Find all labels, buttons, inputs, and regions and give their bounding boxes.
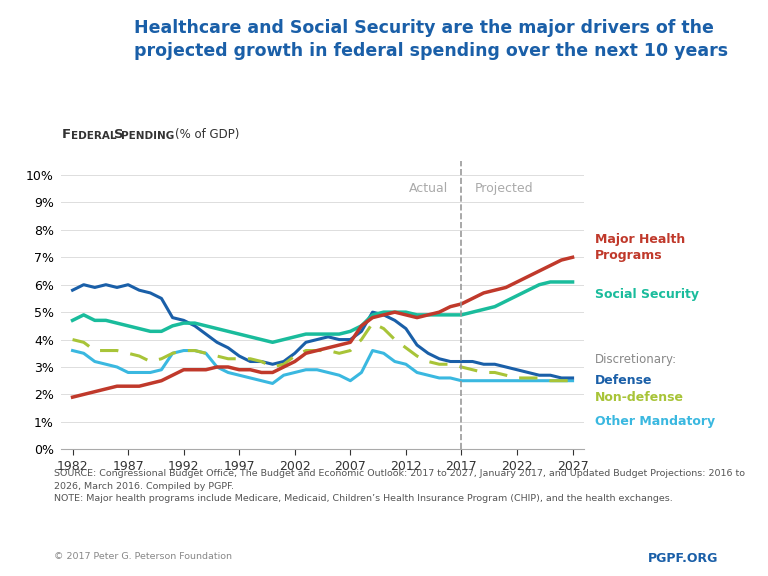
Text: Projected: Projected — [475, 182, 534, 195]
Text: S: S — [114, 127, 124, 141]
Text: Discretionary:: Discretionary: — [595, 354, 677, 366]
FancyBboxPatch shape — [17, 12, 55, 35]
Text: F: F — [61, 127, 71, 141]
Text: © 2017 Peter G. Peterson Foundation: © 2017 Peter G. Peterson Foundation — [54, 552, 232, 561]
Text: SOURCE: Congressional Budget Office, The Budget and Economic Outlook: 2017 to 20: SOURCE: Congressional Budget Office, The… — [54, 469, 745, 503]
Text: FOUNDATION: FOUNDATION — [45, 47, 99, 52]
Text: PETERSON: PETERSON — [37, 29, 108, 42]
Text: Major Health
Programs: Major Health Programs — [595, 233, 686, 262]
Text: Healthcare and Social Security are the major drivers of the
projected growth in : Healthcare and Social Security are the m… — [134, 18, 729, 60]
Text: Other Mandatory: Other Mandatory — [595, 415, 715, 428]
Text: EDERAL: EDERAL — [71, 131, 117, 141]
Text: Actual: Actual — [409, 182, 448, 195]
Text: (% of GDP): (% of GDP) — [175, 127, 240, 141]
Text: Non-defense: Non-defense — [595, 391, 684, 404]
Text: PGPF.ORG: PGPF.ORG — [647, 552, 718, 565]
Text: PETER G.: PETER G. — [48, 16, 97, 26]
Text: Defense: Defense — [595, 374, 653, 386]
Text: PENDING: PENDING — [121, 131, 174, 141]
Text: Social Security: Social Security — [595, 289, 699, 301]
